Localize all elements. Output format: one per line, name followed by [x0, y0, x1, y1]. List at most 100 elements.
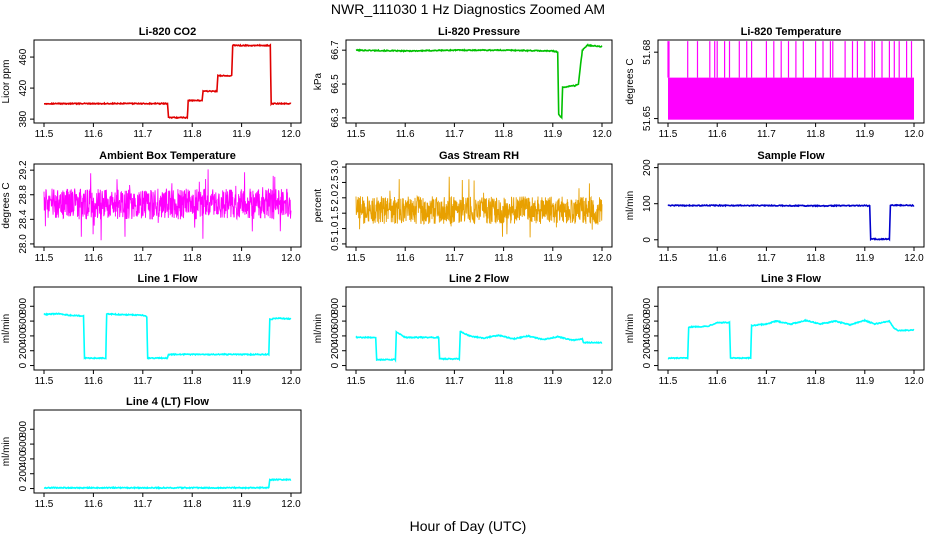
x-tick-label: 11.9: [855, 129, 874, 140]
x-tick-label: 11.7: [757, 129, 776, 140]
x-tick-label: 11.7: [133, 376, 152, 387]
series-line: [43, 169, 292, 241]
panel-title: Gas Stream RH: [439, 150, 519, 162]
figure-x-axis-label: Hour of Day (UTC): [410, 518, 527, 534]
x-tick-label: 11.6: [396, 129, 415, 140]
y-tick-label: 800: [642, 297, 653, 314]
plot-frame: [345, 286, 613, 371]
y-tick-label: 400: [330, 327, 341, 344]
x-tick-label: 12.0: [904, 129, 924, 140]
x-tick-label: 11.8: [494, 376, 513, 387]
x-tick-label: 11.5: [659, 376, 678, 387]
x-tick-label: 11.8: [494, 253, 513, 264]
series-line: [667, 203, 915, 242]
y-axis-label: degrees C: [625, 58, 636, 104]
x-tick-label: 11.6: [396, 253, 415, 264]
x-tick-label: 11.6: [84, 499, 103, 510]
x-tick-label: 11.6: [396, 376, 415, 387]
series-line: [43, 312, 292, 360]
figure-title: NWR_111030 1 Hz Diagnostics Zoomed AM: [331, 1, 605, 17]
series-line: [355, 43, 603, 120]
x-tick-label: 11.5: [659, 253, 678, 264]
y-tick-label: 66.5: [330, 74, 341, 94]
y-tick-label: 3.0: [330, 160, 341, 174]
y-tick-label: 0: [642, 362, 653, 368]
y-tick-label: 29.2: [18, 160, 29, 180]
y-tick-label: 28.4: [18, 209, 29, 229]
x-tick-label: 11.8: [183, 376, 202, 387]
y-tick-label: 28.8: [18, 185, 29, 205]
x-tick-label: 12.0: [281, 499, 301, 510]
y-tick-label: 600: [18, 312, 29, 329]
x-tick-label: 11.9: [855, 253, 874, 264]
y-tick-label: 66.3: [330, 108, 341, 128]
x-tick-label: 11.7: [757, 253, 776, 264]
x-tick-label: 11.7: [133, 129, 152, 140]
x-tick-label: 12.0: [592, 376, 612, 387]
x-tick-label: 11.9: [543, 376, 562, 387]
y-axis-label: degrees C: [1, 182, 12, 228]
y-axis-label: ml/min: [1, 314, 12, 343]
x-tick-label: 11.5: [347, 376, 366, 387]
x-tick-label: 11.8: [183, 253, 202, 264]
x-tick-label: 11.6: [84, 376, 103, 387]
y-tick-label: 800: [18, 297, 29, 314]
x-tick-label: 11.9: [543, 253, 562, 264]
series-line: [44, 43, 292, 120]
y-tick-label: 800: [330, 297, 341, 314]
plot-frame: [657, 163, 925, 248]
panel-title: Li-820 Pressure: [438, 26, 520, 38]
chart-panel-8: Line 2 Flow ml/min 11.5 11.6 11.7 11.8 11.9 12.…: [313, 273, 613, 387]
x-tick-label: 11.9: [855, 376, 874, 387]
plot-frame: [33, 409, 302, 494]
panel-title: Li-820 Temperature: [741, 26, 842, 38]
panel-title: Line 4 (LT) Flow: [126, 396, 209, 408]
y-tick-label: 200: [18, 465, 29, 482]
chart-panel-2: Li-820 Pressure kPa 11.5 11.6 11.7 11.8 11.9 12…: [313, 26, 613, 140]
plot-frame: [33, 39, 302, 124]
x-tick-label: 11.7: [133, 253, 152, 264]
series-line: [355, 176, 603, 238]
chart-panel-9: Line 3 Flow ml/min 11.5 11.6 11.7 11.8 11.9 12.…: [625, 273, 925, 387]
y-tick-label: 0: [18, 485, 29, 491]
y-axis-label: Licor ppm: [1, 60, 12, 104]
y-tick-label: 1.0: [330, 221, 341, 235]
plot-frame: [657, 39, 925, 124]
x-tick-label: 12.0: [904, 376, 924, 387]
y-tick-label: 0: [330, 362, 341, 368]
y-tick-label: 2.5: [330, 175, 341, 189]
x-tick-label: 11.8: [494, 129, 513, 140]
series-band: [668, 77, 914, 120]
chart-panel-6: Sample Flow ml/min 11.5 11.6 11.7 11.8 11.9 12.…: [625, 150, 925, 264]
series-spikes: [667, 41, 913, 78]
plot-frame: [657, 286, 925, 371]
y-tick-label: 600: [18, 435, 29, 452]
plot-frame: [33, 286, 302, 371]
series-line: [355, 330, 603, 363]
y-tick-label: 600: [330, 312, 341, 329]
x-tick-label: 11.7: [445, 376, 464, 387]
x-tick-label: 11.7: [757, 376, 776, 387]
y-tick-label: 0.5: [330, 237, 341, 251]
y-tick-label: 51.65: [642, 106, 653, 131]
x-tick-label: 11.9: [232, 376, 251, 387]
y-tick-label: 400: [18, 450, 29, 467]
chart-panel-3: Li-820 Temperature degrees C 11.5 11.6 11.7 1…: [625, 26, 925, 140]
x-tick-label: 11.8: [806, 376, 825, 387]
y-tick-label: 460: [18, 48, 29, 65]
y-tick-label: 51.68: [642, 39, 653, 64]
series-line: [43, 477, 292, 490]
plot-frame: [345, 163, 613, 248]
y-tick-label: 200: [642, 159, 653, 176]
x-tick-label: 12.0: [281, 129, 301, 140]
y-tick-label: 600: [642, 312, 653, 329]
x-tick-label: 11.7: [445, 253, 464, 264]
x-tick-label: 11.8: [183, 129, 202, 140]
x-tick-label: 11.9: [232, 253, 251, 264]
x-tick-label: 11.9: [232, 499, 251, 510]
y-axis-label: ml/min: [625, 314, 636, 343]
y-tick-label: 420: [18, 79, 29, 96]
x-tick-label: 12.0: [592, 129, 612, 140]
plot-frame: [345, 39, 613, 124]
y-tick-label: 28.0: [18, 234, 29, 254]
